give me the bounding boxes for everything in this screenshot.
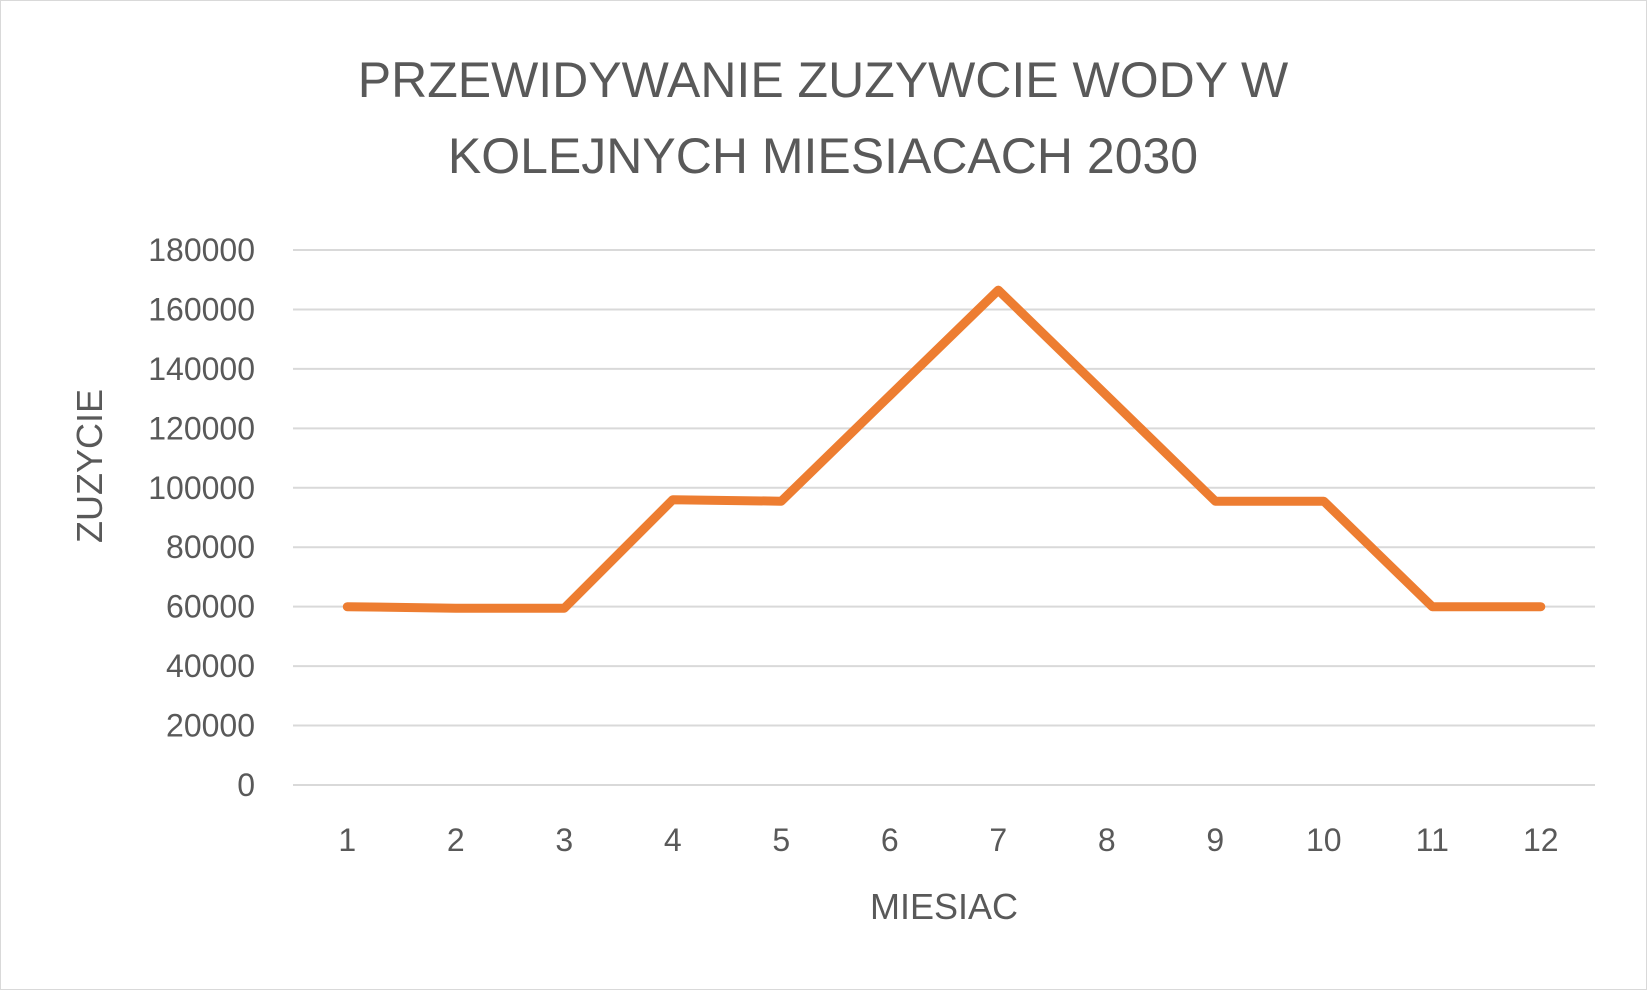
series-line xyxy=(342,285,1546,613)
x-tick-label: 12 xyxy=(1523,822,1559,858)
y-tick-label: 0 xyxy=(237,767,255,803)
x-tick-label: 6 xyxy=(881,822,899,858)
y-tick-label: 20000 xyxy=(166,708,255,744)
y-tick-label: 160000 xyxy=(148,291,255,327)
gridlines xyxy=(293,249,1595,786)
chart-title-line-2: KOLEJNYCH MIESIACACH 2030 xyxy=(448,128,1198,184)
y-tick-label: 80000 xyxy=(166,529,255,565)
x-tick-label: 8 xyxy=(1098,822,1116,858)
x-tick-label: 1 xyxy=(338,822,356,858)
x-axis-title: MIESIAC xyxy=(870,886,1018,927)
y-tick-label: 180000 xyxy=(148,232,255,268)
y-tick-label: 40000 xyxy=(166,648,255,684)
x-tick-label: 3 xyxy=(555,822,573,858)
y-axis-ticks: 0 20000 40000 60000 80000 100000 120000 140000 1… xyxy=(148,232,255,803)
chart-title-line-1: PRZEWIDYWANIE ZUZYWCIE WODY W xyxy=(358,52,1289,108)
x-axis-ticks: 1 2 3 4 5 6 7 8 9 10 11 12 xyxy=(338,822,1558,858)
y-tick-label: 140000 xyxy=(148,351,255,387)
series-layer xyxy=(342,285,1546,613)
x-tick-label: 4 xyxy=(664,822,682,858)
x-tick-label: 9 xyxy=(1206,822,1224,858)
x-tick-label: 11 xyxy=(1416,822,1449,858)
y-axis-title: ZUZYCIE xyxy=(69,389,110,543)
y-tick-label: 120000 xyxy=(148,410,255,446)
y-tick-label: 60000 xyxy=(166,589,255,625)
x-tick-label: 2 xyxy=(447,822,465,858)
x-tick-label: 5 xyxy=(772,822,790,858)
x-tick-label: 10 xyxy=(1306,822,1342,858)
y-tick-label: 100000 xyxy=(148,470,255,506)
x-tick-label: 7 xyxy=(989,822,1007,858)
